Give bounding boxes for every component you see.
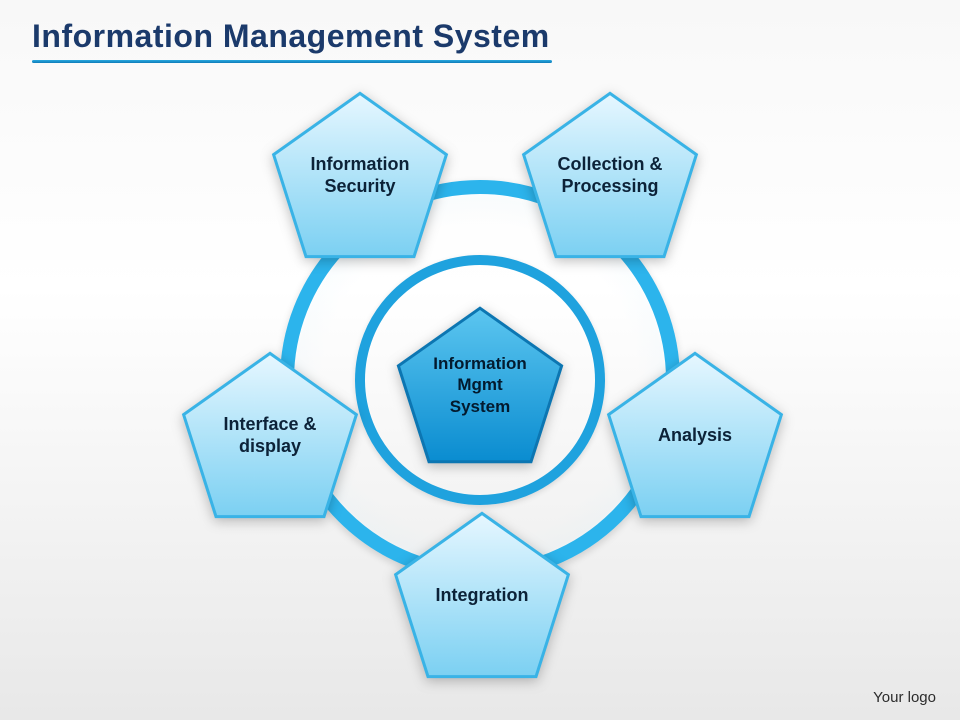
node-label-interface-display: Interface & display	[209, 413, 330, 458]
node-center: Information Mgmt System	[395, 305, 565, 465]
node-label-center: Information Mgmt System	[419, 353, 541, 417]
node-collection-processing: Collection & Processing	[520, 90, 700, 260]
node-analysis: Analysis	[605, 350, 785, 520]
diagram: Information Security Collection & Proces…	[160, 70, 800, 690]
footer-logo: Your logo	[873, 689, 936, 706]
slide: Information Management System Informatio…	[0, 0, 960, 720]
node-information-security: Information Security	[270, 90, 450, 260]
node-interface-display: Interface & display	[180, 350, 360, 520]
node-integration: Integration	[392, 510, 572, 680]
node-label-analysis: Analysis	[644, 424, 746, 447]
title-underline	[32, 60, 552, 63]
node-label-integration: Integration	[422, 584, 543, 607]
node-label-collection-processing: Collection & Processing	[543, 153, 676, 198]
slide-title: Information Management System	[32, 18, 550, 55]
node-label-information-security: Information Security	[297, 153, 424, 198]
